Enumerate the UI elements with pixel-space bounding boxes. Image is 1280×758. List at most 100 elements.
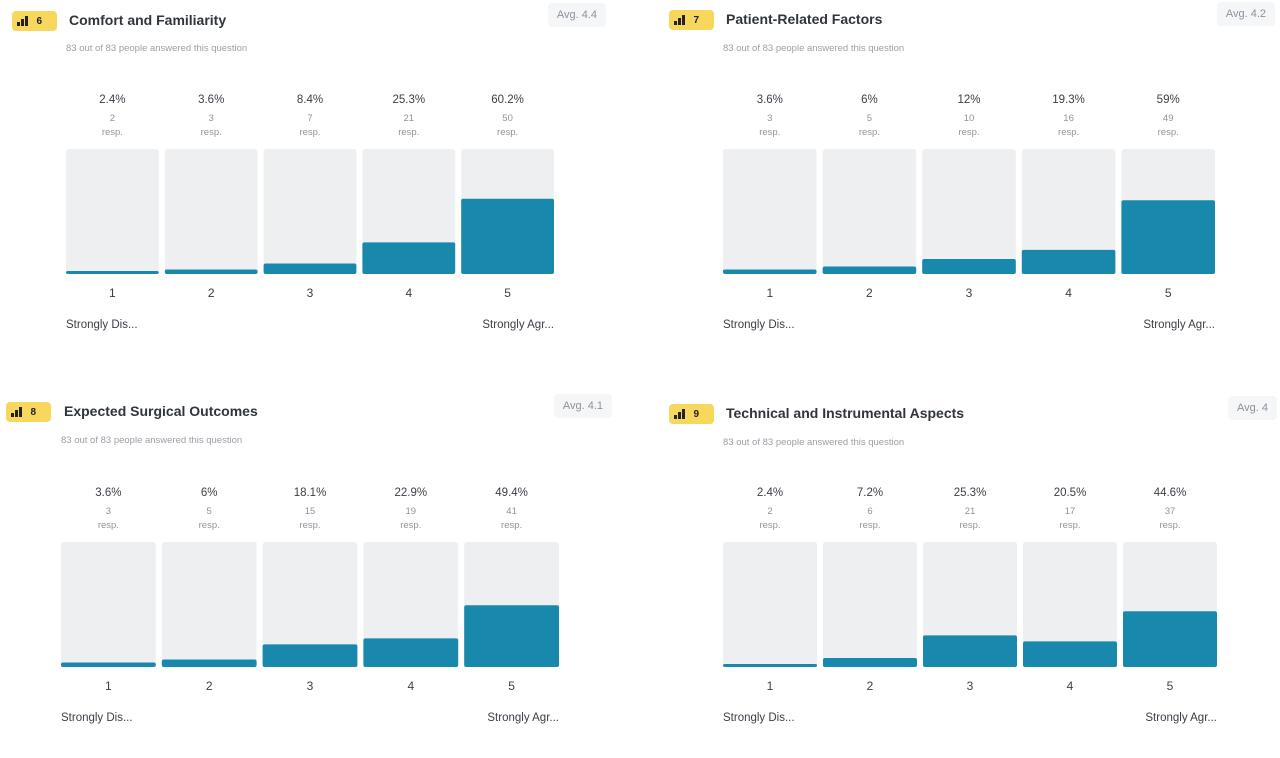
response-chart: 3.6% 3 resp. 1 6% 5 resp. 2 12% 10 resp. 3 19.3% 16 re… — [723, 94, 1215, 331]
category-tick: 2 — [208, 286, 215, 300]
average-badge: Avg. 4.2 — [1216, 2, 1275, 26]
category-tick: 3 — [966, 286, 973, 300]
scale-max-label: Strongly Agr... — [487, 712, 559, 724]
response-count: 41 — [506, 506, 517, 517]
category-tick: 3 — [307, 679, 314, 693]
category-tick: 1 — [767, 679, 774, 693]
response-chart: 2.4% 2 resp. 1 7.2% 6 resp. 2 25.3% 21 resp. 3 20.5%… — [723, 487, 1217, 724]
question-badge: 7 — [669, 10, 714, 30]
bar — [822, 266, 917, 274]
resp-label: resp. — [201, 127, 222, 138]
scale-max-label: Strongly Agr... — [482, 319, 554, 331]
response-chart: 3.6% 3 resp. 1 6% 5 resp. 2 18.1% 15 resp. 3 22.9% 19… — [61, 487, 559, 724]
bar — [161, 659, 257, 667]
bar-track — [822, 149, 917, 274]
scale-min-label: Strongly Dis... — [61, 712, 133, 724]
percent-label: 3.6% — [95, 487, 121, 499]
bar — [823, 658, 917, 667]
bar-chart-icon — [11, 407, 22, 417]
response-count: 50 — [502, 113, 513, 124]
response-count: 19 — [406, 506, 417, 517]
bar — [464, 605, 559, 667]
question-panel-6: 6 Comfort and Familiarity 83 out of 83 p… — [12, 3, 622, 371]
question-panel-8: 8 Expected Surgical Outcomes 83 out of 8… — [6, 394, 616, 758]
percent-label: 20.5% — [1054, 487, 1087, 499]
bar — [362, 242, 456, 274]
question-number: 6 — [36, 15, 43, 27]
question-subtitle: 83 out of 83 people answered this questi… — [61, 435, 243, 446]
percent-label: 7.2% — [857, 487, 883, 499]
response-count: 5 — [207, 506, 212, 517]
resp-label: resp. — [1058, 127, 1079, 138]
bar-track — [922, 149, 1016, 274]
percent-label: 60.2% — [491, 94, 524, 106]
bar-track — [263, 149, 357, 274]
bar — [1023, 641, 1117, 667]
category-tick: 1 — [109, 286, 116, 300]
bar-track — [66, 149, 159, 274]
category-tick: 5 — [504, 286, 511, 300]
percent-label: 6% — [861, 94, 878, 106]
resp-label: resp. — [1059, 520, 1080, 531]
percent-label: 8.4% — [297, 94, 323, 106]
response-count: 16 — [1063, 113, 1074, 124]
resp-label: resp. — [501, 520, 522, 531]
scale-max-label: Strongly Agr... — [1143, 319, 1215, 331]
bar — [923, 635, 1017, 667]
category-tick: 4 — [1067, 679, 1074, 693]
response-count: 5 — [867, 113, 872, 124]
bar-track — [823, 542, 917, 667]
bar-track — [61, 542, 156, 667]
response-count: 15 — [305, 506, 316, 517]
category-tick: 5 — [508, 679, 515, 693]
response-count: 21 — [965, 506, 976, 517]
percent-label: 2.4% — [757, 487, 783, 499]
resp-label: resp. — [759, 127, 780, 138]
category-tick: 4 — [1065, 286, 1072, 300]
scale-min-label: Strongly Dis... — [723, 319, 795, 331]
category-tick: 3 — [307, 286, 314, 300]
response-count: 3 — [106, 506, 111, 517]
response-count: 2 — [110, 113, 115, 124]
category-tick: 4 — [405, 286, 412, 300]
average-badge: Avg. 4 — [1228, 396, 1277, 420]
percent-label: 3.6% — [198, 94, 224, 106]
response-count: 3 — [209, 113, 214, 124]
bar — [66, 271, 159, 274]
bar — [1123, 611, 1217, 667]
question-badge: 6 — [12, 11, 57, 31]
question-title: Comfort and Familiarity — [69, 12, 227, 28]
question-subtitle: 83 out of 83 people answered this questi… — [66, 43, 248, 54]
percent-label: 44.6% — [1154, 487, 1187, 499]
category-tick: 2 — [867, 679, 874, 693]
percent-label: 18.1% — [294, 487, 327, 499]
response-count: 7 — [307, 113, 312, 124]
question-subtitle: 83 out of 83 people answered this questi… — [723, 437, 905, 448]
question-title: Expected Surgical Outcomes — [64, 403, 258, 419]
question-subtitle: 83 out of 83 people answered this questi… — [723, 43, 905, 54]
resp-label: resp. — [759, 520, 780, 531]
scale-min-label: Strongly Dis... — [66, 319, 138, 331]
scale-max-label: Strongly Agr... — [1145, 712, 1217, 724]
question-badge: 9 — [669, 404, 714, 424]
category-tick: 2 — [206, 679, 213, 693]
bar — [1121, 200, 1215, 274]
resp-label: resp. — [102, 127, 123, 138]
percent-label: 6% — [201, 487, 218, 499]
bar-track — [1023, 542, 1117, 667]
bar-track — [1021, 149, 1116, 274]
bar-track — [363, 542, 459, 667]
bar-track — [723, 149, 817, 274]
response-count: 6 — [867, 506, 872, 517]
category-tick: 1 — [105, 679, 112, 693]
bar — [363, 638, 459, 667]
resp-label: resp. — [958, 127, 979, 138]
resp-label: resp. — [859, 127, 880, 138]
question-badge: 8 — [6, 402, 51, 422]
bar — [723, 269, 817, 274]
percent-label: 22.9% — [394, 487, 427, 499]
question-number: 9 — [693, 408, 700, 420]
percent-label: 12% — [957, 94, 980, 106]
question-panel-7: 7 Patient-Related Factors 83 out of 83 p… — [669, 2, 1279, 370]
average-badge: Avg. 4.4 — [547, 3, 606, 27]
